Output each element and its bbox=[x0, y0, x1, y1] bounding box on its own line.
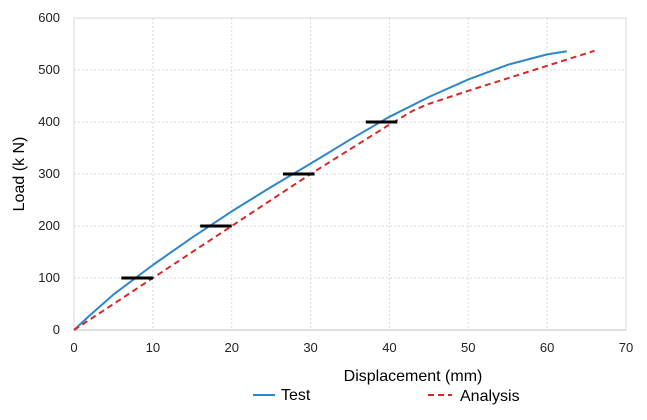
y-tick-label: 500 bbox=[38, 62, 60, 77]
y-tick-labels: 0 100 200 300 400 500 600 bbox=[38, 10, 60, 337]
x-axis-label: Displacement (mm) bbox=[344, 368, 483, 385]
legend: Test Analysis bbox=[253, 387, 520, 405]
x-tick-label: 20 bbox=[224, 340, 238, 355]
y-tick-label: 300 bbox=[38, 166, 60, 181]
x-tick-label: 50 bbox=[461, 340, 475, 355]
x-tick-label: 0 bbox=[70, 340, 77, 355]
series-line-analysis bbox=[73, 49, 595, 331]
x-tick-label: 10 bbox=[146, 340, 160, 355]
legend-analysis-label: Analysis bbox=[460, 388, 520, 405]
y-tick-label: 100 bbox=[38, 270, 60, 285]
y-tick-label: 0 bbox=[53, 322, 60, 337]
x-tick-label: 40 bbox=[382, 340, 396, 355]
x-tick-label: 70 bbox=[619, 340, 633, 355]
x-tick-labels: 0 10 20 30 40 50 60 70 bbox=[70, 340, 633, 355]
y-tick-label: 400 bbox=[38, 114, 60, 129]
legend-test-label: Test bbox=[281, 387, 311, 404]
markers bbox=[121, 120, 398, 280]
y-tick-label: 600 bbox=[38, 10, 60, 25]
x-tick-label: 30 bbox=[303, 340, 317, 355]
x-tick-label: 60 bbox=[540, 340, 554, 355]
grid bbox=[73, 17, 627, 331]
y-tick-label: 200 bbox=[38, 218, 60, 233]
series-line-test bbox=[73, 50, 568, 331]
series-lines bbox=[73, 49, 595, 331]
y-axis-label: Load (k N) bbox=[11, 137, 28, 212]
